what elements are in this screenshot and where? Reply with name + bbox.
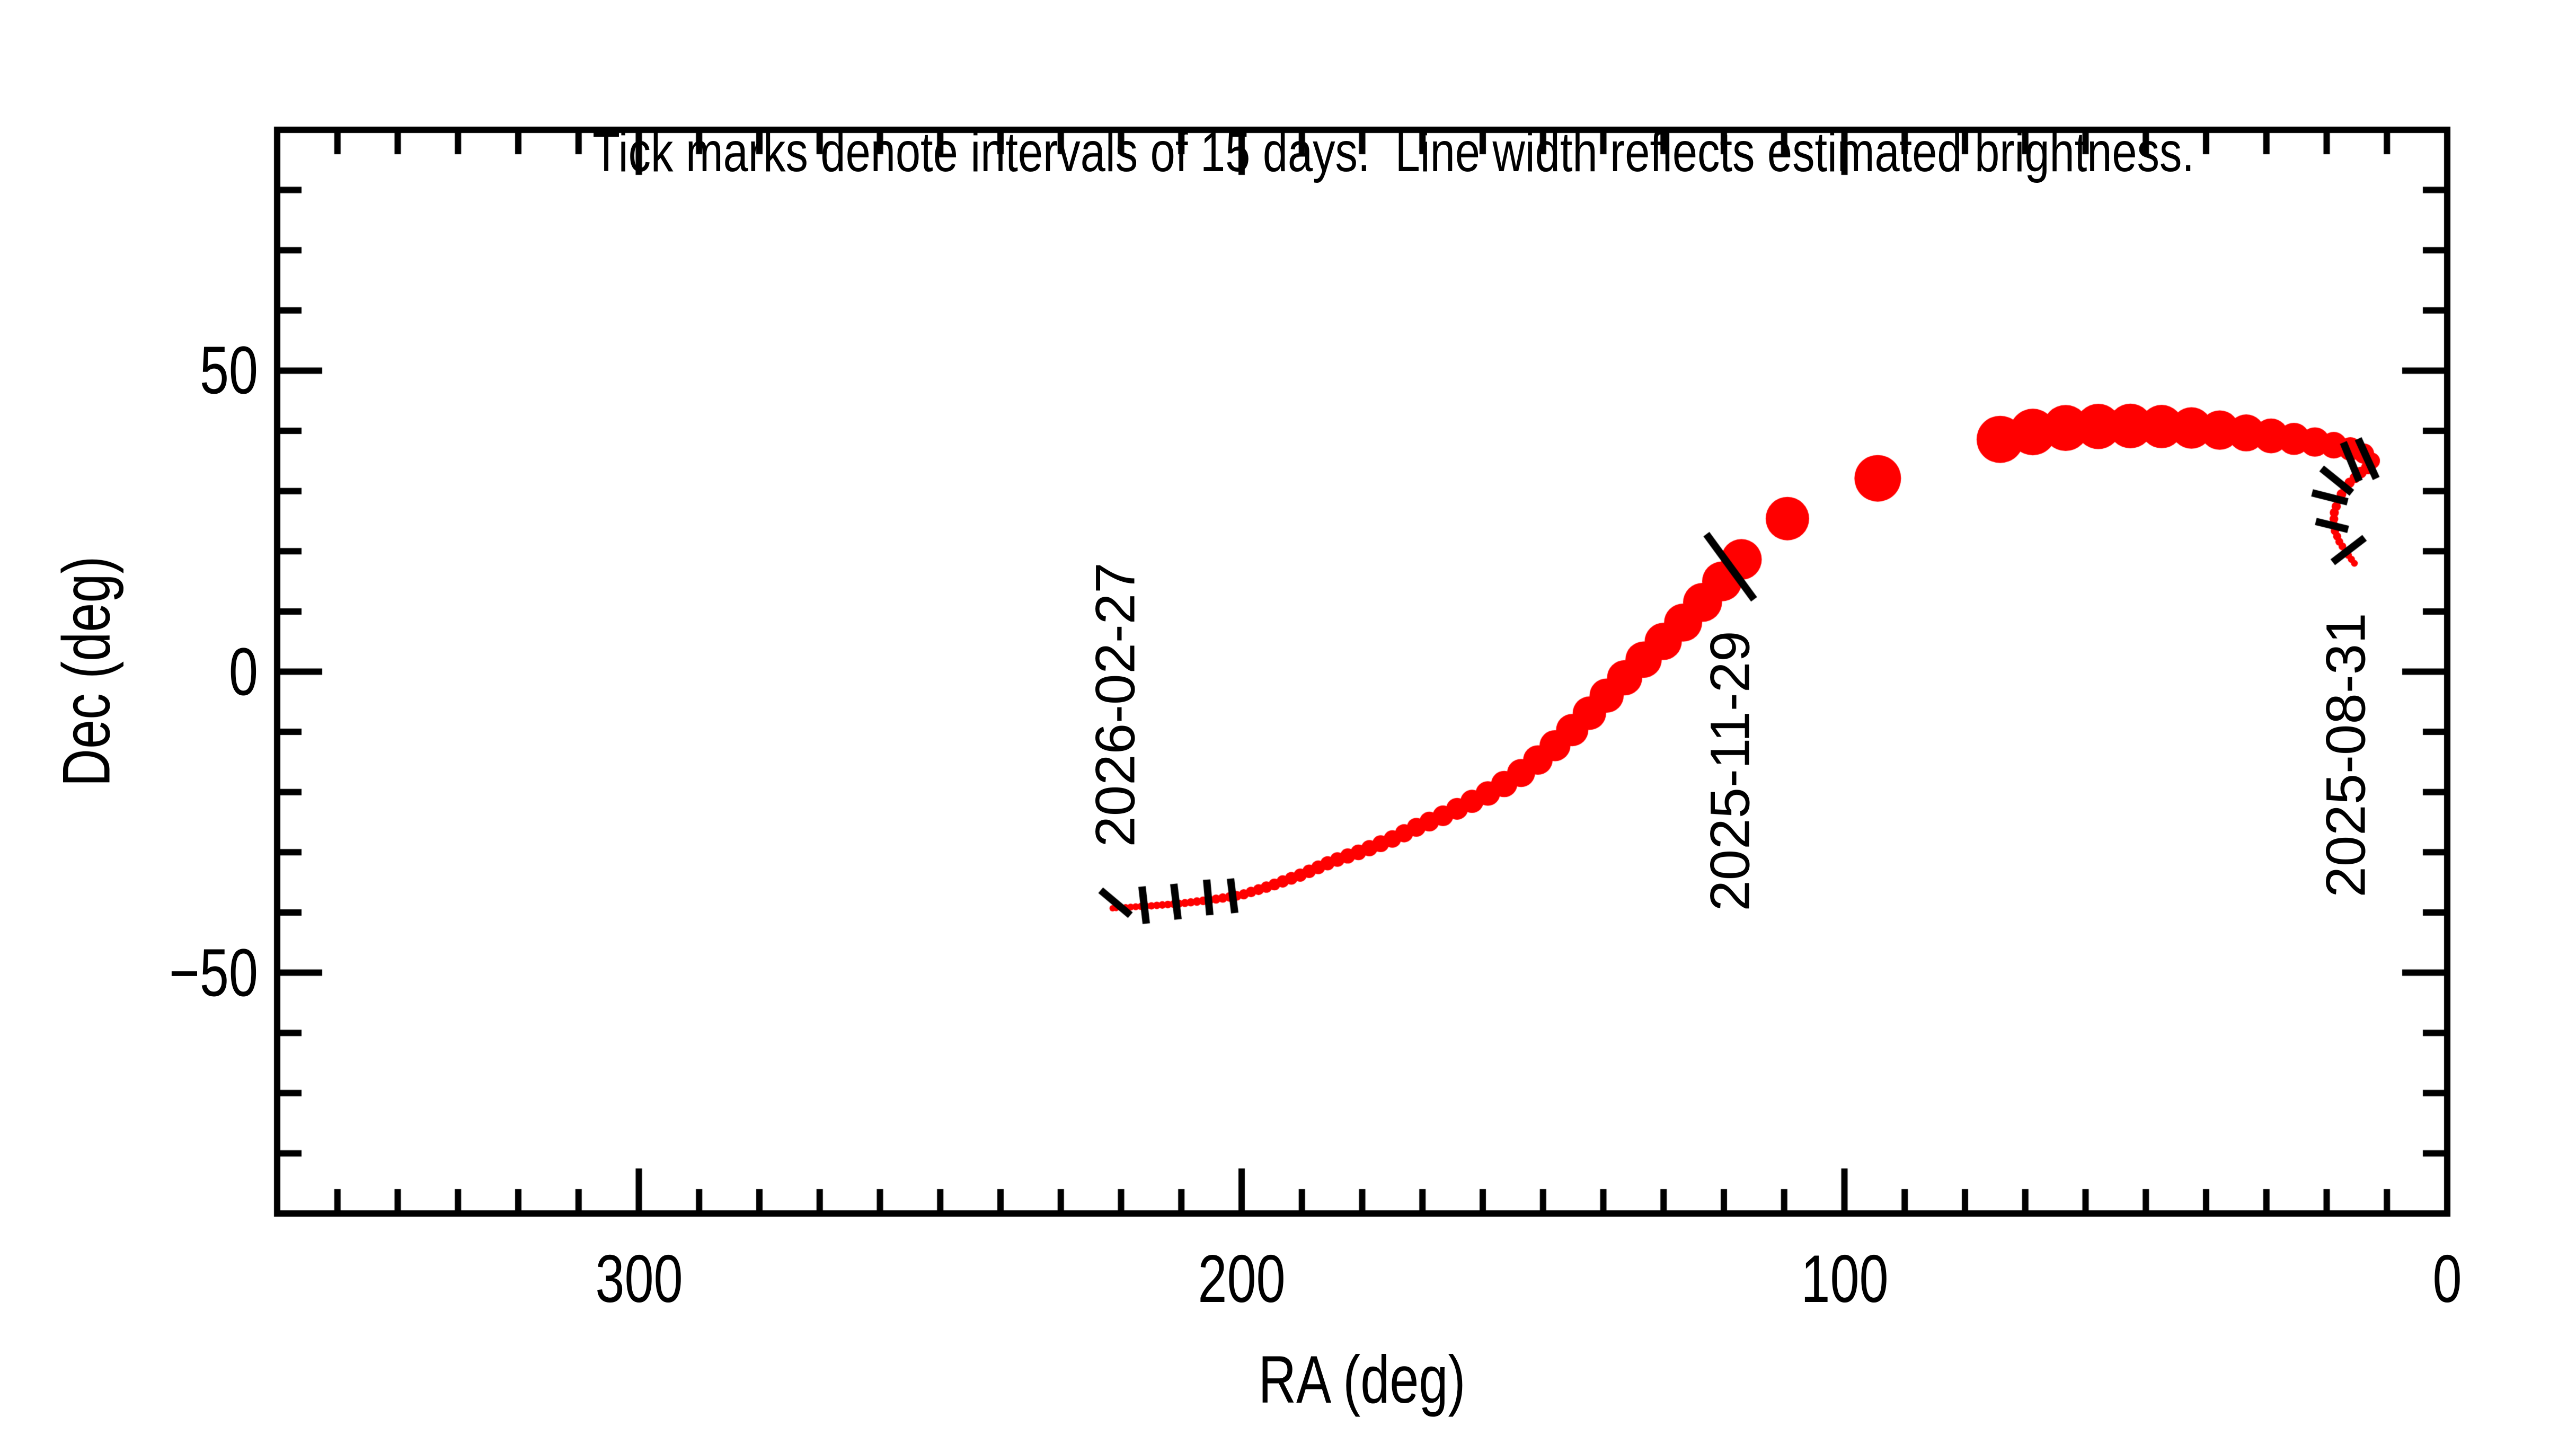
x-tick-label-0: 0 xyxy=(2429,1245,2466,1313)
x-tick-label-text: 0 xyxy=(2432,1241,2462,1316)
chart-title: Tick marks denote intervals of 15 days. … xyxy=(361,68,2394,180)
x-axis-title: RA (deg) xyxy=(1229,1346,1494,1413)
y-tick-label-0: 0 xyxy=(220,638,258,705)
x-tick-label-text: 300 xyxy=(595,1241,683,1316)
y-tick-label-50: 50 xyxy=(183,332,258,408)
y-tick-label-text: 50 xyxy=(199,332,258,408)
date-label-2026-02-27: 2026-02-27 xyxy=(1084,562,1147,847)
y-axis-title-text: Dec (deg) xyxy=(48,556,124,787)
x-tick-label-text: 100 xyxy=(1800,1241,1889,1316)
date-label-2025-11-29: 2025-11-29 xyxy=(1699,631,1761,911)
y-tick-label-text: −50 xyxy=(169,935,258,1011)
y-axis-title: Dec (deg) xyxy=(48,524,124,819)
x-axis-title-text: RA (deg) xyxy=(1258,1342,1466,1417)
x-tick-label-300: 300 xyxy=(583,1245,695,1313)
x-tick-label-200: 200 xyxy=(1185,1245,1298,1313)
x-tick-label-text: 200 xyxy=(1198,1241,1286,1316)
y-tick-label--50: −50 xyxy=(144,939,258,1006)
y-tick-label-text: 0 xyxy=(228,634,258,709)
chart-title-text: Tick marks denote intervals of 15 days. … xyxy=(592,121,2194,183)
x-tick-label-100: 100 xyxy=(1789,1245,1901,1313)
date-label-2025-08-31: 2025-08-31 xyxy=(2315,613,2377,898)
